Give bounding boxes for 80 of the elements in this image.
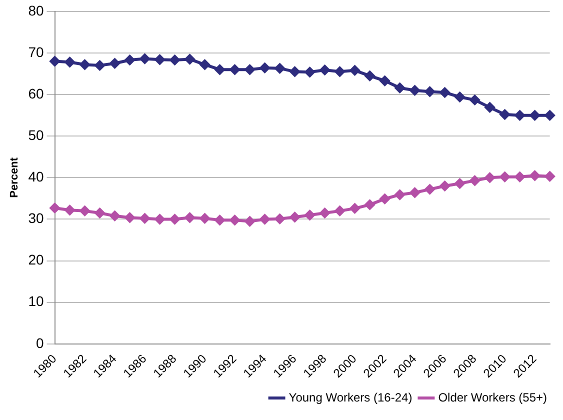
point (200, 60, 210, 70)
point (364, 70, 375, 81)
point (334, 66, 345, 77)
point (440, 180, 450, 191)
point (424, 86, 435, 97)
point (514, 172, 525, 182)
point (200, 213, 210, 224)
point (380, 76, 390, 86)
point (500, 172, 510, 182)
point (454, 178, 465, 188)
point (274, 63, 285, 74)
point (170, 55, 180, 66)
point (80, 206, 90, 216)
y-tick-label: 10 (28, 293, 44, 310)
point (230, 64, 240, 75)
point (394, 82, 405, 93)
point (484, 172, 495, 183)
point (94, 60, 105, 70)
y-tick-label: 60 (28, 85, 44, 102)
point (140, 213, 150, 224)
point (290, 66, 300, 77)
point (484, 102, 495, 112)
point (380, 194, 390, 204)
point (50, 56, 60, 66)
point (110, 58, 120, 68)
point (94, 208, 105, 218)
point (64, 205, 75, 216)
point (184, 212, 195, 223)
y-tick-label: 70 (28, 44, 44, 60)
point (454, 92, 465, 102)
point (260, 62, 270, 73)
point (304, 210, 315, 220)
y-tick-label: 0 (36, 334, 44, 351)
point (244, 216, 255, 226)
y-tick-label: 50 (28, 126, 44, 143)
point (394, 190, 405, 200)
point (320, 208, 330, 218)
point (124, 55, 135, 66)
point (124, 212, 135, 223)
point (50, 203, 60, 214)
y-tick-label: 30 (28, 210, 44, 226)
point (544, 110, 555, 120)
point (230, 215, 240, 226)
point (64, 57, 75, 68)
point (214, 215, 225, 226)
point (80, 60, 90, 70)
y-tick-label: 80 (28, 2, 44, 18)
point (320, 65, 330, 76)
point (260, 214, 270, 224)
y-axis-title: Percent (8, 157, 21, 198)
point (140, 54, 150, 64)
y-tick-label: 40 (28, 168, 44, 185)
point (154, 54, 165, 65)
point (544, 171, 555, 182)
legend-label: Young Workers (16-24) (288, 390, 412, 404)
point (470, 94, 480, 105)
point (350, 65, 360, 76)
point (304, 67, 315, 78)
point (530, 110, 540, 120)
point (290, 212, 300, 222)
point (410, 85, 420, 96)
point (170, 214, 180, 224)
point (410, 188, 420, 198)
point (470, 176, 480, 186)
point (424, 184, 435, 194)
point (334, 206, 345, 216)
y-tick-label: 20 (28, 252, 44, 268)
legend-label: Older Workers (55+) (438, 390, 548, 404)
point (214, 64, 225, 75)
point (110, 210, 120, 221)
point (440, 87, 450, 98)
point (530, 170, 540, 181)
point (154, 214, 165, 224)
point (350, 203, 360, 214)
point (244, 64, 255, 75)
point (514, 110, 525, 120)
point (500, 109, 510, 120)
point (184, 54, 195, 64)
point (364, 200, 375, 210)
point (274, 214, 285, 224)
